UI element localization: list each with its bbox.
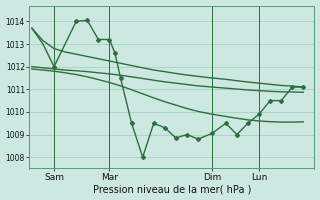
X-axis label: Pression niveau de la mer( hPa ): Pression niveau de la mer( hPa ) bbox=[92, 184, 251, 194]
